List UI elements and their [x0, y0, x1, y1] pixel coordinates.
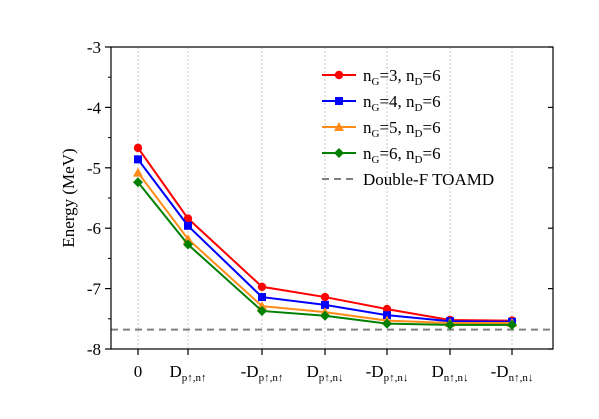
legend-n: n	[406, 66, 415, 85]
x-tick-label-sub: p↑,n↓	[319, 372, 344, 384]
y-tick-label-1: -4	[87, 98, 102, 117]
x-tick-label-5: Dn↑,n↓	[431, 362, 468, 384]
x-axis: 0 Dp↑,n↑ -Dp↑,n↑ Dp↑,n↓ -Dp↑,n↓ Dn↑,n↓ -Dn↑,n↓	[134, 349, 534, 384]
legend-n: n	[406, 92, 415, 111]
legend-text-part: =5,	[379, 118, 406, 137]
data-point-1-0	[134, 155, 142, 164]
legend-entry-3: nG=6, nD=6	[322, 144, 441, 166]
data-point-3-3	[320, 310, 330, 321]
legend: nG=3, nD=6nG=4, nD=6nG=5, nD=6nG=6, nD=6…	[322, 66, 494, 189]
legend-text-part: =6	[423, 144, 441, 163]
data-point-3-2	[257, 305, 267, 316]
legend-text-part: =6	[423, 66, 441, 85]
x-tick-label-3: Dp↑,n↓	[306, 362, 343, 384]
legend-text-part: =6,	[379, 144, 406, 163]
x-tick-label-main: -D	[491, 362, 509, 381]
y-tick-label-3: -6	[87, 219, 101, 238]
series-layer	[133, 143, 517, 330]
x-tick-label-sub: n↑,n↓	[509, 372, 534, 384]
series-3	[133, 177, 517, 330]
legend-sub: G	[372, 76, 380, 88]
legend-label-3: nG=6, nD=6	[363, 144, 441, 166]
x-tick-label-2: -Dp↑,n↑	[241, 362, 284, 384]
y-tick-label-5: -8	[87, 340, 101, 359]
legend-sub: D	[415, 128, 423, 140]
legend-n: n	[406, 144, 415, 163]
y-tick-label-4: -7	[87, 280, 102, 299]
legend-marker-2	[334, 122, 344, 131]
data-point-3-1	[183, 239, 193, 250]
data-point-1-4	[383, 311, 391, 320]
legend-sub: D	[415, 102, 423, 114]
x-tick-label-sub: p↑,n↑	[259, 372, 284, 384]
plot-frame	[110, 46, 554, 350]
legend-text-part: =3,	[379, 66, 406, 85]
legend-label-1: nG=4, nD=6	[363, 92, 441, 114]
x-tick-label-main: -D	[366, 362, 384, 381]
legend-n: n	[406, 118, 415, 137]
data-point-2-0	[133, 167, 143, 177]
data-point-0-0	[133, 143, 143, 153]
legend-sub: D	[415, 76, 423, 88]
legend-sub: G	[372, 102, 380, 114]
legend-entry-2: nG=5, nD=6	[322, 118, 441, 140]
x-tick-label-main: D	[306, 362, 318, 381]
data-point-1-1	[184, 221, 192, 230]
x-tick-label-main: D	[431, 362, 443, 381]
x-tick-label-sub: n↑,n↓	[444, 372, 469, 384]
legend-text-part: =6	[423, 92, 441, 111]
data-point-3-6	[507, 319, 517, 330]
data-point-1-3	[321, 300, 329, 309]
y-tick-label-2: -5	[87, 159, 101, 178]
legend-n: n	[363, 118, 372, 137]
legend-sub: D	[415, 154, 423, 166]
legend-sub: G	[372, 128, 380, 140]
x-tick-label-0: 0	[134, 362, 143, 381]
x-tick-label-sub: p↑,n↑	[182, 372, 207, 384]
legend-text-part: =6	[423, 118, 441, 137]
y-axis: -3 -4 -5 -6 -7 -8	[87, 38, 553, 359]
legend-entry-reference: Double-F TOAMD	[322, 170, 494, 189]
data-point-3-4	[382, 318, 392, 329]
legend-text-part: =4,	[379, 92, 406, 111]
data-point-0-2	[257, 282, 267, 291]
legend-marker-0	[334, 70, 344, 80]
x-tick-label-1: Dp↑,n↑	[169, 362, 206, 384]
x-tick-label-main: 0	[134, 362, 143, 381]
legend-n: n	[363, 66, 372, 85]
data-point-3-5	[445, 319, 455, 330]
legend-marker-3	[334, 148, 344, 158]
legend-label-2: nG=5, nD=6	[363, 118, 441, 140]
x-tick-label-4: -Dp↑,n↓	[366, 362, 409, 384]
data-point-0-1	[183, 214, 193, 223]
x-tick-label-main: D	[169, 362, 181, 381]
legend-marker-1	[335, 97, 343, 105]
legend-sub: G	[372, 154, 380, 166]
legend-n: n	[363, 92, 372, 111]
y-axis-title: Energy (MeV)	[59, 148, 78, 247]
data-point-0-3	[320, 292, 330, 302]
legend-entry-0: nG=3, nD=6	[322, 66, 441, 88]
legend-n: n	[363, 144, 372, 163]
x-tick-label-main: -D	[241, 362, 259, 381]
x-tick-label-6: -Dn↑,n↓	[491, 362, 534, 384]
data-point-3-0	[133, 177, 143, 188]
x-tick-label-sub: p↑,n↓	[384, 372, 409, 384]
legend-label-0: nG=3, nD=6	[363, 66, 441, 88]
data-point-1-2	[258, 293, 266, 302]
legend-label-reference: Double-F TOAMD	[363, 170, 494, 189]
legend-entry-1: nG=4, nD=6	[322, 92, 441, 114]
y-tick-label-0: -3	[87, 38, 101, 57]
